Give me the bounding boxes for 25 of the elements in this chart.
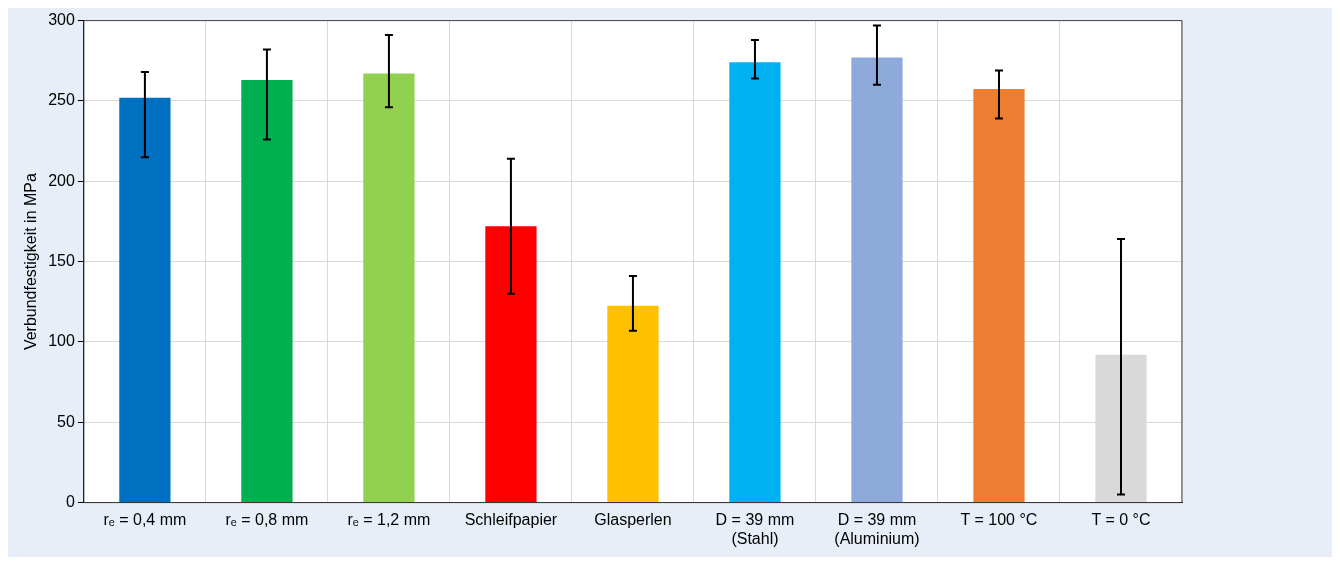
bar (363, 73, 415, 503)
y-tick-label: 300 (48, 11, 75, 29)
x-tick-label: rₑ = 0,4 mm (103, 510, 187, 528)
x-tick-label: D = 39 mm (Aluminium) (834, 510, 920, 547)
y-tick-label: 150 (48, 252, 75, 270)
y-tick-label: 200 (48, 171, 75, 189)
y-tick-label: 250 (48, 91, 75, 109)
bar (729, 62, 781, 503)
x-tick-label: rₑ = 0,8 mm (225, 510, 309, 528)
bar (973, 88, 1025, 503)
bar (485, 226, 537, 503)
y-tick-label: 100 (48, 332, 75, 350)
y-tick-label: 0 (65, 493, 75, 511)
y-tick-label: 50 (57, 412, 75, 430)
x-tick-label: D = 39 mm (Stahl) (715, 510, 795, 547)
x-tick-label: Schleifpapier (464, 510, 558, 528)
x-tick-label: rₑ = 1,2 mm (347, 510, 431, 528)
x-tick-label: T = 100 °C (960, 510, 1038, 528)
bar (607, 305, 659, 503)
bar (851, 57, 903, 503)
x-tick-label: Glasperlen (594, 510, 672, 528)
bar (119, 97, 171, 503)
y-axis-title: Verbundfestigkeit in MPa (22, 173, 40, 351)
bar (241, 80, 293, 503)
x-tick-label: T = 0 °C (1091, 510, 1151, 528)
